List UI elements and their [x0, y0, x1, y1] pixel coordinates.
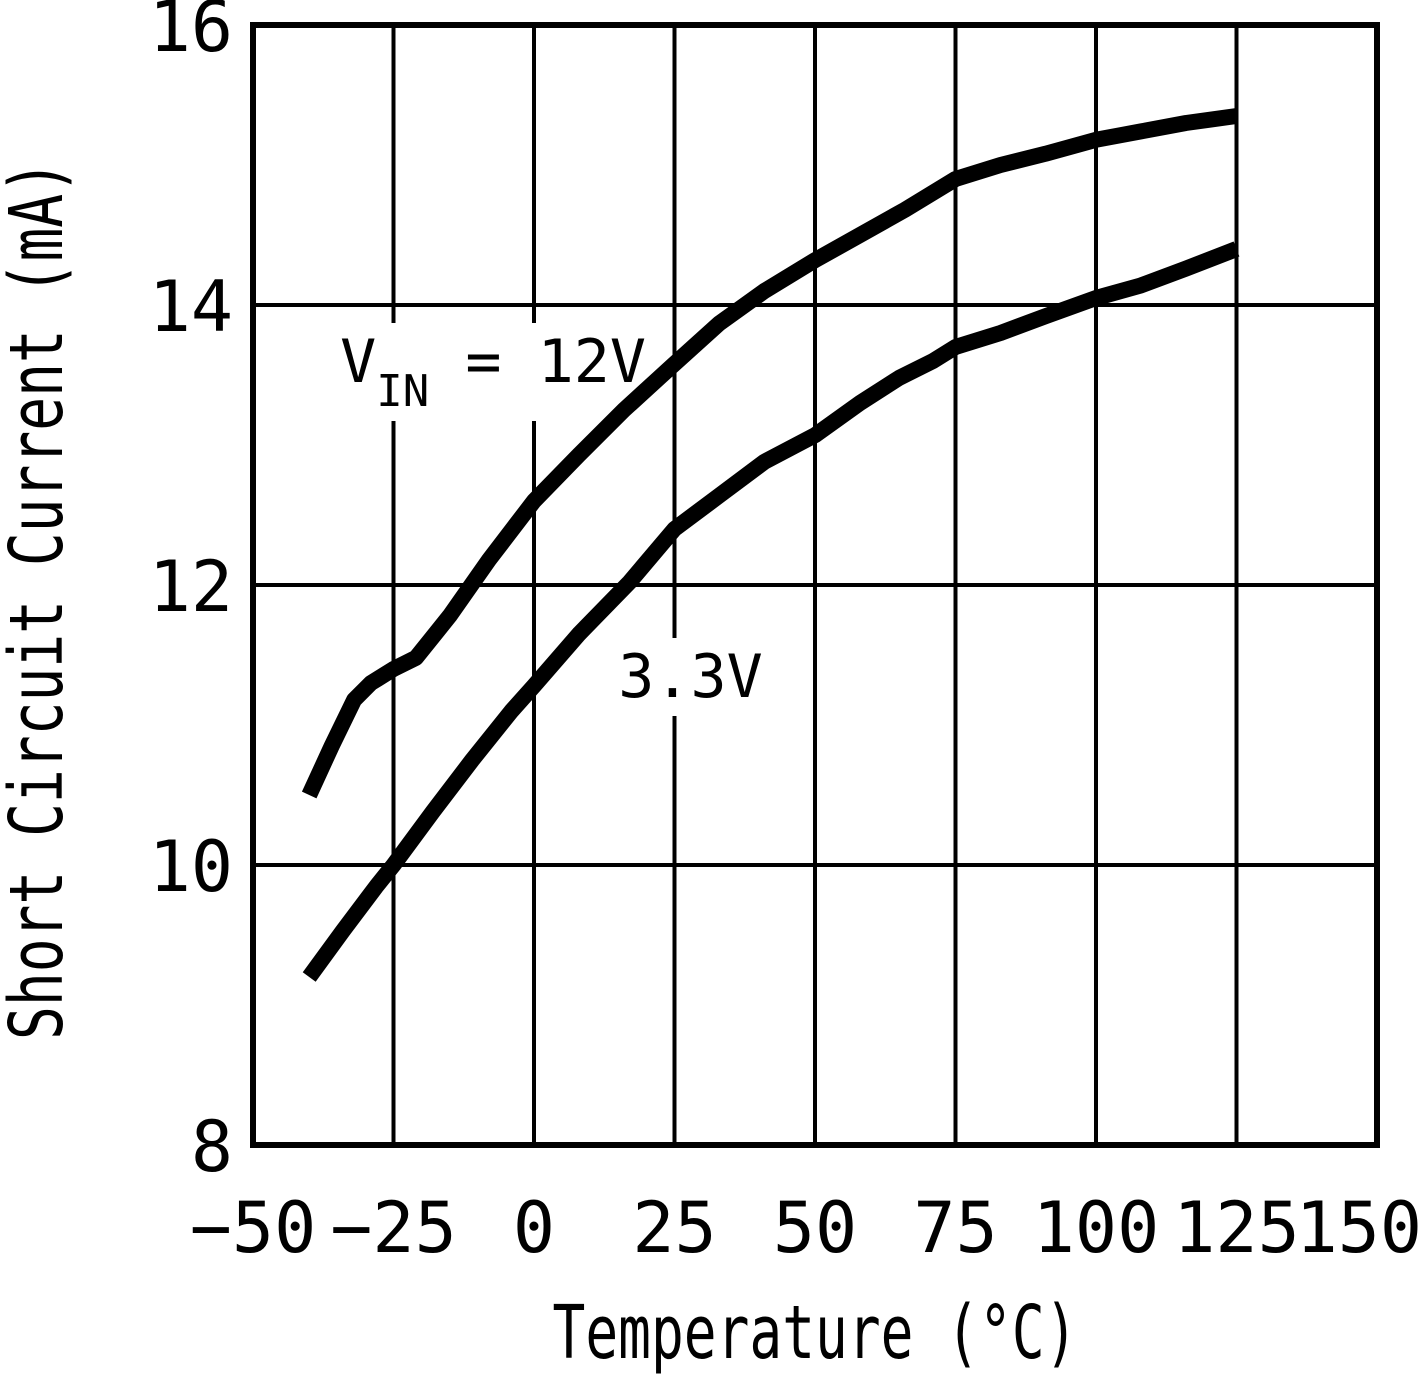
- y-tick-label: 8: [191, 1106, 233, 1188]
- label-vin-12v: VIN = 12V: [340, 327, 646, 417]
- label-3v3-background: [612, 638, 769, 716]
- curve-vin-12v: [301, 108, 1238, 799]
- x-tick-label: 25: [632, 1187, 716, 1269]
- y-tick-label: 16: [149, 0, 233, 68]
- curves: [301, 108, 1240, 982]
- label-vin-12v-background: [334, 323, 652, 421]
- x-tick-label: 150: [1296, 1187, 1422, 1269]
- x-tick-label: 75: [913, 1187, 997, 1269]
- y-tick-label: 14: [149, 266, 233, 348]
- annotation-backgrounds: [334, 323, 769, 716]
- x-tick-label: 100: [1033, 1187, 1159, 1269]
- y-tick-label: 12: [149, 546, 233, 628]
- y-tick-label: 10: [149, 826, 233, 908]
- curve-3v3: [302, 241, 1240, 982]
- x-tick-label: 0: [513, 1187, 555, 1269]
- curve-annotations: VIN = 12V 3.3V: [340, 327, 763, 712]
- x-tick-label: 125: [1173, 1187, 1299, 1269]
- x-axis-title: Temperature (°C): [553, 1290, 1078, 1376]
- label-3v3: 3.3V: [618, 642, 763, 712]
- plot-border: [250, 22, 1380, 1148]
- x-tick-label: −50: [190, 1187, 316, 1269]
- x-tick-label: −25: [330, 1187, 456, 1269]
- gridlines: [253, 25, 1377, 1145]
- y-axis-title: Short Circuit Current (mA): [0, 160, 80, 1040]
- x-tick-label: 50: [773, 1187, 857, 1269]
